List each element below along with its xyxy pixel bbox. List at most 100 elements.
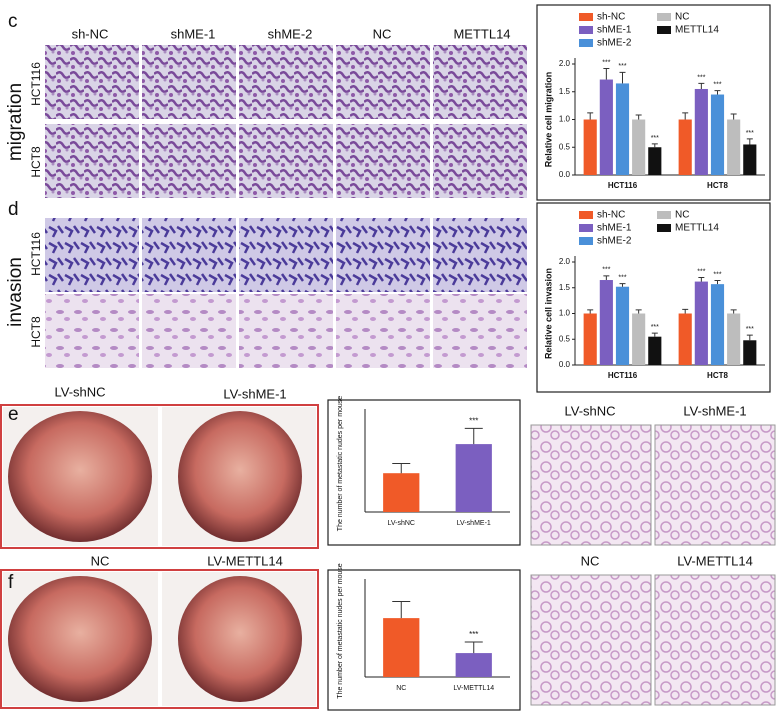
significance: ***	[618, 274, 626, 281]
legend-label: METTL14	[675, 223, 719, 234]
row-label: HCT8	[29, 146, 43, 178]
error-bar	[464, 427, 483, 445]
significance: ***	[713, 271, 721, 278]
error-bar	[746, 138, 753, 145]
bar	[710, 94, 725, 175]
error-bar	[619, 283, 626, 287]
legend-swatch	[657, 224, 671, 232]
micrograph	[433, 218, 527, 292]
micrograph	[142, 294, 236, 368]
section-label: migration	[5, 83, 26, 161]
bar	[455, 653, 492, 677]
panel-letter: c	[8, 11, 18, 32]
bar	[615, 286, 630, 365]
y-tick-label: 0.5	[559, 142, 571, 151]
row-label: HCT116	[29, 232, 43, 276]
micrograph	[45, 124, 139, 198]
significance: ***	[746, 130, 754, 137]
x-tick-label: HCT116	[608, 181, 638, 190]
bar	[648, 336, 662, 365]
error-bar	[587, 112, 594, 120]
photo-label: LV-METTL14	[207, 553, 283, 568]
histology-label: LV-shNC	[564, 403, 615, 418]
bar	[648, 147, 662, 175]
y-axis-label: Relative cell invasion	[543, 268, 553, 359]
legend-label: METTL14	[675, 25, 719, 36]
x-tick-label: LV-METTL14	[453, 685, 494, 692]
legend-label: shME-1	[597, 25, 632, 36]
significance: ***	[618, 63, 626, 70]
bar	[678, 313, 692, 365]
legend-label: shME-1	[597, 223, 632, 234]
error-bar	[392, 601, 411, 619]
significance: ***	[697, 74, 705, 81]
histology	[654, 424, 776, 546]
y-tick-label: 0.0	[559, 170, 571, 179]
error-bar	[651, 143, 658, 148]
error-bar	[651, 332, 658, 337]
bar	[583, 313, 597, 365]
y-tick-label: 1.0	[559, 309, 571, 318]
error-bar	[635, 309, 642, 314]
error-bar	[635, 114, 642, 120]
column-header: shME-1	[171, 26, 216, 41]
chart-frame	[536, 4, 771, 201]
y-axis-label: The number of metastatic nudes per mouse	[337, 396, 344, 532]
organ	[8, 411, 152, 542]
bar	[727, 313, 741, 365]
error-bar	[714, 90, 721, 95]
significance: ***	[746, 326, 754, 333]
legend-swatch	[579, 224, 593, 232]
error-bar	[682, 308, 689, 314]
photo-label: LV-shNC	[54, 384, 105, 399]
legend-swatch	[579, 237, 593, 245]
x-tick-label: NC	[396, 685, 406, 692]
bar	[743, 144, 757, 175]
y-tick-label: 1.0	[559, 115, 571, 124]
legend-label: NC	[675, 12, 689, 23]
significance: ***	[602, 267, 610, 274]
bar	[710, 284, 725, 365]
error-bar	[714, 280, 721, 285]
micrograph	[142, 218, 236, 292]
chart-frame	[327, 399, 521, 546]
error-bar	[698, 82, 705, 89]
chart-frame	[327, 569, 521, 711]
legend-swatch	[657, 211, 671, 219]
chart-frame	[536, 202, 771, 393]
micrograph	[239, 124, 333, 198]
legend-swatch	[579, 13, 593, 21]
legend-label: shME-2	[597, 38, 632, 49]
y-tick-label: 0.5	[559, 334, 571, 343]
histology-label: LV-METTL14	[677, 553, 753, 568]
bar	[632, 313, 646, 365]
layout	[0, 45, 776, 709]
significance: ***	[651, 324, 659, 331]
micrograph	[45, 218, 139, 292]
histology-label: LV-shME-1	[683, 403, 746, 418]
error-bar	[682, 112, 689, 120]
bar	[632, 119, 646, 175]
organ	[178, 411, 302, 542]
error-bar	[603, 275, 610, 281]
bar	[615, 83, 630, 175]
photo-label: NC	[91, 553, 110, 568]
y-axis-label: Relative cell migration	[543, 72, 553, 168]
micrograph	[239, 45, 333, 119]
legend-swatch	[579, 211, 593, 219]
micrograph	[142, 45, 236, 119]
histology	[530, 574, 652, 706]
micrograph	[433, 124, 527, 198]
legend-label: NC	[675, 210, 689, 221]
bar	[694, 88, 708, 175]
error-bar	[603, 67, 610, 80]
y-tick-label: 2.0	[559, 257, 571, 266]
bar	[743, 340, 757, 365]
photo-label: LV-shME-1	[223, 386, 286, 401]
column-header: shME-2	[268, 26, 313, 41]
significance: ***	[469, 416, 478, 425]
y-tick-label: 0.0	[559, 360, 571, 369]
micrograph	[336, 124, 430, 198]
legend-label: shME-2	[597, 236, 632, 247]
